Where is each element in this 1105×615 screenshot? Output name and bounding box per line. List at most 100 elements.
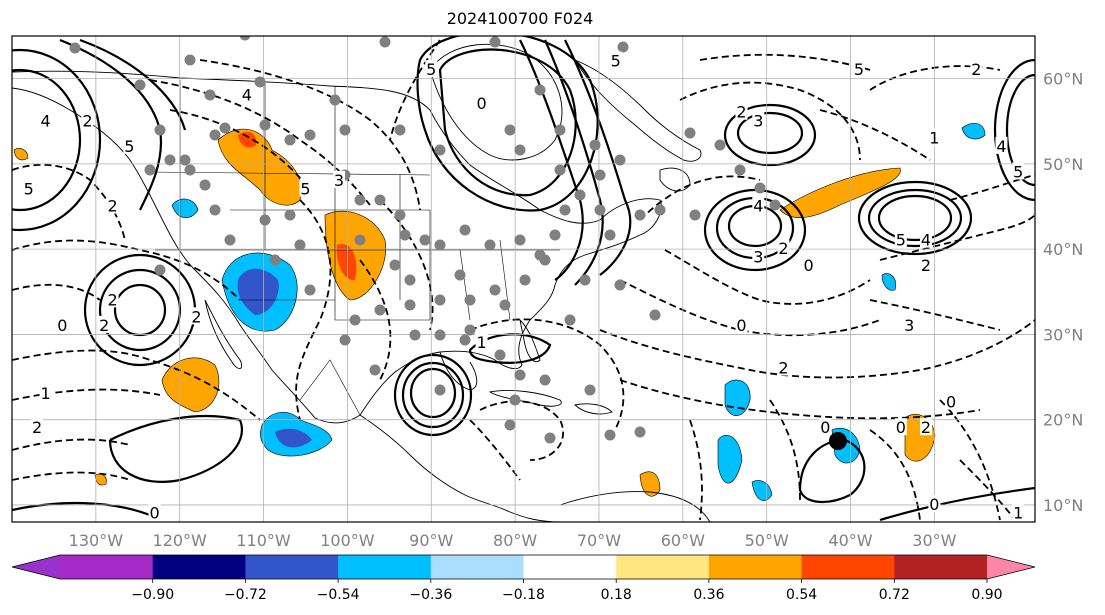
station-marker xyxy=(434,239,446,251)
station-marker xyxy=(419,234,431,246)
contour-north-atl-1 xyxy=(723,103,817,167)
shade-orange-plains xyxy=(324,210,387,301)
station-marker xyxy=(754,182,766,194)
contour-label: 2 xyxy=(921,256,931,275)
contour-label-bg xyxy=(819,418,832,436)
shade-orange-atlantic xyxy=(779,167,901,218)
shade-red-plains xyxy=(336,244,357,281)
station-marker xyxy=(564,314,576,326)
contour-label: 3 xyxy=(904,316,914,335)
contour-label: 2 xyxy=(108,290,118,309)
contour-label: 2 xyxy=(32,418,42,437)
station-marker xyxy=(489,284,501,296)
contour-label: 1 xyxy=(40,384,50,403)
station-marker xyxy=(284,134,296,146)
contour-label-bg xyxy=(928,128,941,146)
station-marker xyxy=(504,419,516,431)
lat-tick-label: 10°N xyxy=(1043,496,1083,515)
contour-label-bg xyxy=(752,111,765,129)
coastline-cuba xyxy=(488,390,562,407)
station-marker xyxy=(209,129,221,141)
station-marker xyxy=(434,294,446,306)
contour-label: 2 xyxy=(82,111,92,130)
contour-label-bg xyxy=(945,392,958,410)
contour-label-bg xyxy=(475,332,488,350)
station-marker xyxy=(339,124,351,136)
station-marker xyxy=(404,274,416,286)
lat-tick-label: 30°N xyxy=(1043,325,1083,344)
coastline-baja xyxy=(204,299,243,369)
station-marker xyxy=(649,309,661,321)
contour-label-bg xyxy=(919,418,932,436)
contour-label-bg xyxy=(22,179,35,197)
contour-gulf-low-1 xyxy=(393,353,473,437)
shade-orange-caribbean xyxy=(639,471,661,497)
contour-dashed-28 xyxy=(939,399,1001,521)
contour-label: 5 xyxy=(611,52,621,71)
colorbar-segment xyxy=(152,555,246,579)
station-marker xyxy=(284,209,296,221)
contour-west-ridge-2 xyxy=(79,38,187,131)
contour-dashed-27 xyxy=(869,429,921,521)
station-marker xyxy=(554,124,566,136)
station-marker xyxy=(509,394,521,406)
contour-dashed-31 xyxy=(689,419,703,521)
contour-label: 2 xyxy=(921,418,931,437)
lat-tick-label: 50°N xyxy=(1043,155,1083,174)
station-marker xyxy=(294,239,306,251)
station-marker xyxy=(574,189,586,201)
station-marker xyxy=(734,164,746,176)
lon-tick-label: 110°W xyxy=(236,531,291,550)
station-marker xyxy=(164,154,176,166)
station-marker xyxy=(399,229,411,241)
contour-dashed-18 xyxy=(599,319,1035,379)
station-marker xyxy=(374,304,386,316)
contour-dashed-5 xyxy=(12,438,131,451)
contour-label: 5 xyxy=(896,231,906,250)
contour-label-bg xyxy=(39,384,52,402)
contour-label-bg xyxy=(995,136,1008,154)
contour-dashed-30 xyxy=(769,399,801,501)
gridlines xyxy=(12,36,1035,522)
contour-cuba-loop xyxy=(468,333,552,364)
contour-label: 2 xyxy=(971,60,981,79)
station-marker xyxy=(409,329,421,341)
station-marker xyxy=(434,329,446,341)
contour-label: 1 xyxy=(1013,503,1023,522)
colorbar-segment xyxy=(60,555,154,579)
colorbar-segment xyxy=(523,555,617,579)
station-marker xyxy=(604,429,616,441)
colorbar-segment xyxy=(616,555,710,579)
contour-label: 1 xyxy=(476,333,486,352)
lon-tick-label: 40°W xyxy=(828,531,872,550)
contour-label: 5 xyxy=(426,60,436,79)
station-marker xyxy=(484,239,496,251)
station-marker xyxy=(614,279,626,291)
contour-label: 5 xyxy=(24,179,34,198)
contour-label-bg xyxy=(31,418,44,436)
station-marker xyxy=(204,89,216,101)
contour-label: 5 xyxy=(124,137,134,156)
lon-tick-label: 120°W xyxy=(153,531,208,550)
contour-dashed-33 xyxy=(389,39,441,141)
station-marker xyxy=(389,259,401,271)
contour-gulf-low-2 xyxy=(401,361,465,429)
station-marker xyxy=(494,349,506,361)
colorbar-tick-label: 0.36 xyxy=(693,587,724,603)
station-marker xyxy=(379,36,391,48)
contour-dashed-6 xyxy=(12,471,131,481)
contour-label-bg xyxy=(39,111,52,129)
latitude-labels: 60°N 50°N 40°N 30°N 20°N 10°N xyxy=(1043,70,1083,515)
contour-pacific-low-2 xyxy=(98,268,182,352)
contour-label: 0 xyxy=(896,418,906,437)
contour-label: 5 xyxy=(1013,162,1023,181)
colorbar-tick-label: 0.18 xyxy=(601,587,632,603)
station-marker xyxy=(144,164,156,176)
shade-blue-tropical-4 xyxy=(751,480,773,501)
contour-west-ridge-1 xyxy=(59,38,163,211)
lon-tick-label: 100°W xyxy=(320,531,375,550)
colorbar-arrow-left xyxy=(12,555,60,579)
contour-label: 0 xyxy=(736,316,746,335)
contour-label-bg xyxy=(752,196,765,214)
